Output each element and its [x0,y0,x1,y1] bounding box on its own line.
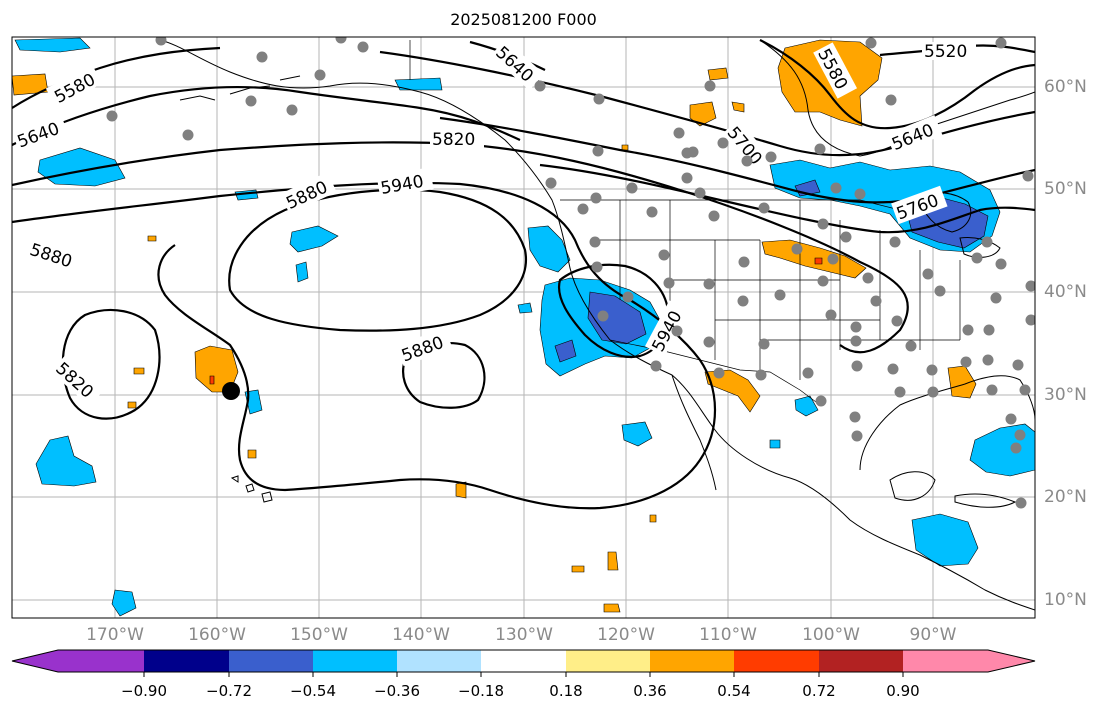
station-markers [106,37,1035,509]
colorbar-tick-label: −0.18 [458,682,504,700]
lon-label: 170°W [86,625,144,645]
map-frame [11,36,1036,619]
lat-label: 50°N [1044,179,1087,199]
lat-label: 30°N [1044,385,1087,405]
contour-label: 5520 [924,42,967,62]
lon-label: 90°W [909,625,957,645]
contour-5820-a [12,141,909,354]
lon-label: 120°W [597,625,655,645]
colorbar [11,649,1036,677]
contour-5580-b [759,39,1035,130]
colorbar-tick-label: 0.54 [717,682,751,700]
colorbar-tick-label: −0.72 [206,682,252,700]
colorbar-tick-label: 0.72 [802,682,836,700]
colorbar-tick-label: 0.36 [633,682,667,700]
colorbar-segment [144,650,229,672]
figure-title: 2025081200 F000 [450,10,597,29]
colorbar-segment-over [903,650,1035,672]
colorbar-segment [734,650,819,672]
lon-label: 100°W [802,625,860,645]
contour-label: 5820 [432,130,475,150]
contour-5940-a [228,188,527,332]
lon-label: 160°W [188,625,246,645]
colorbar-tick-label: −0.90 [121,682,167,700]
highlight-marker [222,382,240,400]
colorbar-segment [819,650,903,672]
colorbar-segment [481,650,566,672]
lon-label: 150°W [290,625,348,645]
lat-label: 10°N [1044,590,1087,610]
lon-label: 130°W [495,625,553,645]
lat-label: 20°N [1044,487,1087,507]
lat-label: 40°N [1044,282,1087,302]
colorbar-tick-label: 0.90 [886,682,920,700]
colorbar-segment [397,650,481,672]
colorbar-segment-under [12,650,144,672]
lon-label: 140°W [392,625,450,645]
lat-label: 60°N [1044,77,1087,97]
colorbar-segment [650,650,734,672]
colorbar-segment [313,650,397,672]
lon-label: 110°W [699,625,757,645]
colorbar-segment [229,650,313,672]
height-contours [12,39,1035,510]
colorbar-tick-label: 0.18 [549,682,583,700]
colorbar-tick-label: −0.54 [290,682,336,700]
colorbar-tick-label: −0.36 [374,682,420,700]
contour-5640-a [12,85,521,146]
contour-5760 [539,163,1035,234]
contour-5580-a [12,46,221,109]
contour-5700 [439,116,1035,204]
colorbar-segment [566,650,650,672]
contour-5820-b [61,308,161,420]
coastlines [159,39,1035,611]
